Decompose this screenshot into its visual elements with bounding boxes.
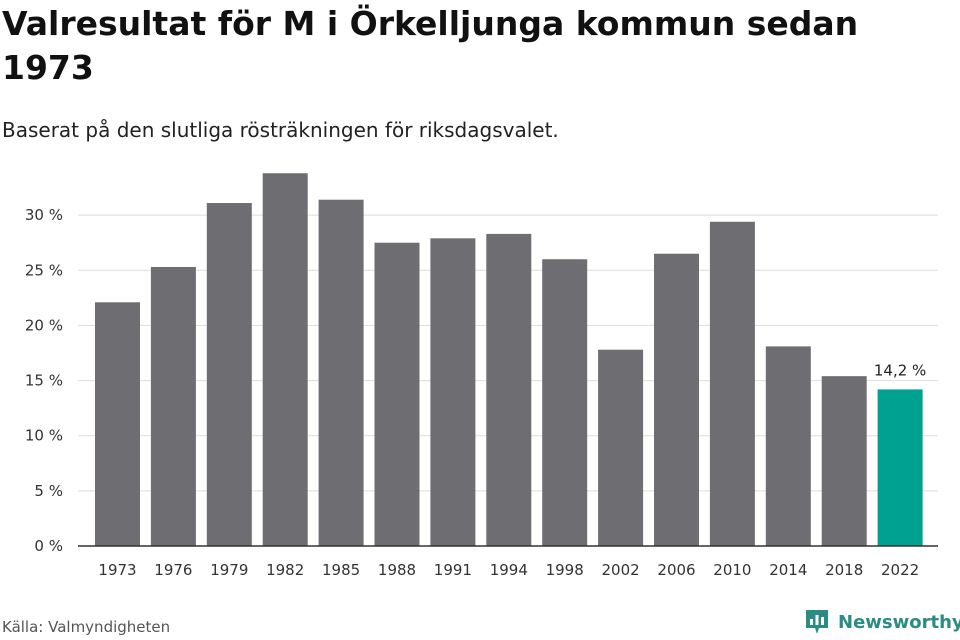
x-tick-label: 2010 [713, 561, 751, 579]
x-tick-label: 2002 [602, 561, 640, 579]
bar [430, 238, 476, 546]
bar [709, 221, 755, 546]
x-tick-label: 1994 [490, 561, 528, 579]
y-tick-label: 30 % [25, 206, 63, 224]
bar [654, 253, 699, 546]
x-tick-label: 1976 [154, 561, 192, 579]
chart-title: Valresultat för M i Örkelljunga kommun s… [2, 4, 859, 87]
bar [150, 266, 196, 546]
bar [95, 302, 140, 546]
annotations: 14,2 % [874, 361, 926, 379]
bar [318, 199, 364, 546]
x-tick-label: 2018 [825, 561, 863, 579]
y-axis-ticks: 0 % 5 % 10 % 15 % 20 % 25 % 30 % [25, 206, 63, 555]
y-tick-label: 25 % [25, 261, 63, 279]
x-tick-label: 1991 [434, 561, 472, 579]
x-tick-label: 1998 [546, 561, 584, 579]
x-tick-label: 1982 [266, 561, 304, 579]
bar [765, 346, 811, 546]
y-tick-label: 20 % [25, 316, 63, 334]
chart-subtitle: Baserat på den slutliga rösträkningen fö… [2, 118, 559, 142]
bar [598, 349, 644, 546]
x-tick-label: 2014 [769, 561, 807, 579]
bar [262, 173, 308, 546]
bar [486, 233, 532, 547]
x-tick-label: 1979 [210, 561, 248, 579]
brand-name: Newsworthy [838, 611, 960, 633]
source-note: Källa: Valmyndigheten [2, 618, 171, 636]
x-tick-label: 1985 [322, 561, 360, 579]
bar [821, 376, 867, 546]
bar [374, 242, 420, 546]
bar-chart-logo-icon [806, 610, 828, 634]
x-axis-ticks: 1973 1976 1979 1982 1985 1988 1991 1994 1998 2002… [78, 545, 938, 579]
bar-highlight [877, 389, 923, 546]
bar [542, 259, 588, 546]
bars [95, 173, 923, 547]
x-tick-label: 1973 [98, 561, 136, 579]
data-label: 14,2 % [874, 361, 926, 379]
y-tick-label: 15 % [25, 372, 63, 390]
x-tick-label: 2006 [657, 561, 695, 579]
bar [206, 203, 252, 547]
y-tick-label: 0 % [34, 537, 63, 555]
x-tick-label: 1988 [378, 561, 416, 579]
x-tick-label: 2022 [881, 561, 919, 579]
brand-logo: Newsworthy [804, 608, 960, 636]
bar-chart: 0 %5 %10 %15 %20 %25 %30 % 1973 1976 1979 1… [25, 173, 938, 579]
y-tick-label: 5 % [34, 482, 63, 500]
y-tick-label: 10 % [25, 427, 63, 445]
